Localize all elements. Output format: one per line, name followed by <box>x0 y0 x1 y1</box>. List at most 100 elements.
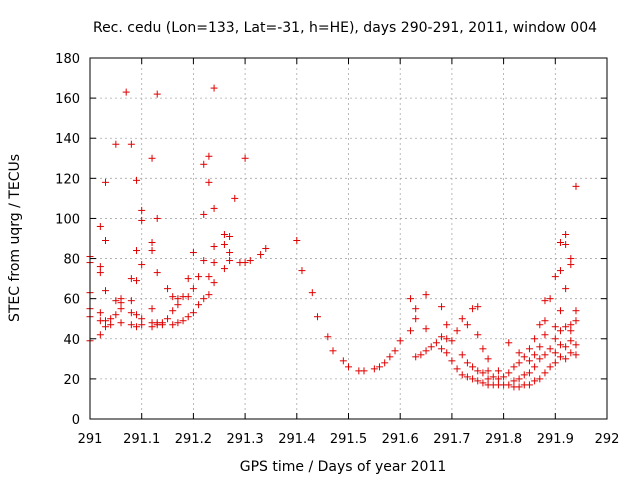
data-point <box>525 345 533 353</box>
data-point <box>567 255 575 263</box>
data-point <box>298 267 306 275</box>
data-point <box>531 351 539 359</box>
data-point <box>546 345 554 353</box>
data-point <box>133 323 141 331</box>
data-point <box>112 311 120 319</box>
data-point <box>220 265 228 273</box>
data-point <box>117 319 125 327</box>
data-point <box>412 315 420 323</box>
data-point <box>107 315 115 323</box>
data-point <box>241 154 249 162</box>
data-point <box>489 373 497 381</box>
data-point <box>536 321 544 329</box>
data-point <box>515 375 523 383</box>
data-point <box>422 291 430 299</box>
data-point <box>396 337 404 345</box>
y-tick-label: 20 <box>63 373 80 388</box>
data-point <box>226 232 234 240</box>
data-point <box>386 353 394 361</box>
data-point <box>525 381 533 389</box>
data-point <box>138 206 146 214</box>
data-point <box>195 273 203 281</box>
data-point <box>546 363 554 371</box>
data-point <box>567 327 575 335</box>
data-point <box>505 369 513 377</box>
data-point <box>138 261 146 269</box>
y-tick-label: 80 <box>63 253 80 268</box>
data-point <box>458 371 466 379</box>
data-point <box>220 230 228 238</box>
data-point <box>148 305 156 313</box>
data-point <box>531 377 539 385</box>
data-point <box>102 317 110 325</box>
data-point <box>200 295 208 303</box>
data-point <box>567 261 575 269</box>
data-point <box>148 247 156 255</box>
data-point <box>469 305 477 313</box>
grid-layer <box>90 58 607 419</box>
data-point <box>138 315 146 323</box>
data-point <box>562 323 570 331</box>
data-point <box>112 297 120 305</box>
data-point <box>531 363 539 371</box>
data-point <box>443 335 451 343</box>
data-point <box>417 351 425 359</box>
data-point <box>551 273 559 281</box>
data-point <box>520 371 528 379</box>
data-point <box>257 251 265 259</box>
data-point <box>231 194 239 202</box>
data-point <box>479 369 487 377</box>
data-point <box>546 295 554 303</box>
data-point <box>117 295 125 303</box>
data-point <box>463 359 471 367</box>
data-point <box>205 178 213 186</box>
data-point <box>422 325 430 333</box>
y-tick-label: 160 <box>55 92 80 107</box>
data-point <box>556 341 564 349</box>
data-point <box>407 295 415 303</box>
data-point <box>96 222 104 230</box>
x-tick-label: 291.9 <box>537 432 574 447</box>
data-point <box>153 269 161 277</box>
x-tick-label: 291.7 <box>433 432 470 447</box>
data-point <box>484 355 492 363</box>
data-point <box>200 160 208 168</box>
data-point <box>505 339 513 347</box>
data-point <box>427 343 435 351</box>
data-point <box>463 373 471 381</box>
data-point <box>458 351 466 359</box>
data-point <box>536 343 544 351</box>
data-point <box>184 293 192 301</box>
data-point <box>412 305 420 313</box>
data-point <box>324 333 332 341</box>
data-point <box>210 84 218 92</box>
data-point <box>339 357 347 365</box>
data-point <box>567 321 575 329</box>
data-point <box>189 285 197 293</box>
data-point <box>458 315 466 323</box>
data-point <box>572 341 580 349</box>
data-point <box>572 307 580 315</box>
data-point <box>179 317 187 325</box>
data-point <box>205 273 213 281</box>
data-point <box>572 351 580 359</box>
data-point <box>556 239 564 247</box>
data-point <box>96 331 104 339</box>
data-point <box>138 216 146 224</box>
data-point <box>474 377 482 385</box>
data-point <box>184 313 192 321</box>
data-point <box>551 359 559 367</box>
data-point <box>474 331 482 339</box>
y-tick-label: 180 <box>55 52 80 67</box>
data-point <box>515 383 523 391</box>
data-point <box>562 241 570 249</box>
data-point <box>515 359 523 367</box>
data-point <box>133 311 141 319</box>
data-point <box>562 355 570 363</box>
data-point <box>541 317 549 325</box>
data-point <box>174 319 182 327</box>
data-point <box>127 140 135 148</box>
data-point <box>443 321 451 329</box>
data-point <box>133 247 141 255</box>
data-point <box>412 353 420 361</box>
